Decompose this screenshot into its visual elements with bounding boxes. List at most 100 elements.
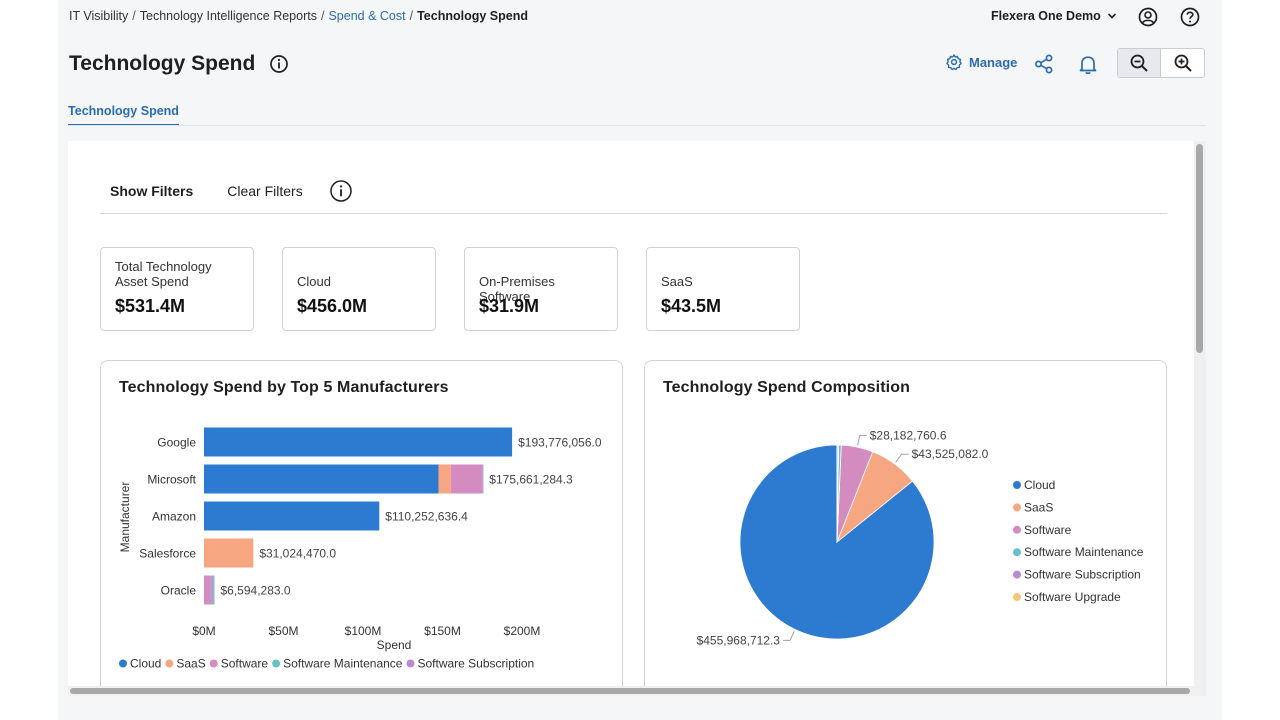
share-icon[interactable] <box>1033 53 1055 75</box>
breadcrumb-item-it-visibility[interactable]: IT Visibility <box>69 9 129 23</box>
legend-swatch <box>1013 503 1021 512</box>
x-tick-label: $100M <box>345 624 382 638</box>
user-circle-icon[interactable] <box>1137 6 1159 28</box>
x-axis-title: Spend <box>377 638 412 652</box>
tab-technology-spend[interactable]: Technology Spend <box>68 104 179 126</box>
bar-microsoft-software[interactable] <box>450 464 483 494</box>
kpi-card-on-premises-software[interactable]: On-Premises Software $31.9M <box>464 247 618 331</box>
bar-microsoft-software-subscription[interactable] <box>482 464 484 494</box>
legend-swatch <box>1013 548 1021 557</box>
legend-label: Software Upgrade <box>1024 590 1121 604</box>
data-label-oracle: $6,594,283.0 <box>220 584 290 598</box>
zoom-in-icon <box>1174 54 1192 72</box>
legend-item-software-maintenance[interactable]: Software Maintenance <box>1013 545 1144 559</box>
legend-swatch <box>1013 481 1021 489</box>
legend-swatch <box>165 659 174 668</box>
legend-swatch <box>1013 525 1021 534</box>
legend-item-software-subscription[interactable]: Software Subscription <box>406 657 534 671</box>
info-icon[interactable] <box>268 53 290 75</box>
bar-oracle-software[interactable] <box>204 575 212 605</box>
data-label-microsoft: $175,661,284.3 <box>489 473 573 487</box>
pie-data-label-saas: $43,525,082.0 <box>912 447 989 461</box>
bar-google-cloud[interactable] <box>204 427 513 457</box>
breadcrumb-item-spend-cost[interactable]: Spend & Cost <box>328 9 406 23</box>
bar-microsoft-saas[interactable] <box>438 464 451 494</box>
bar-oracle-software-subscription[interactable] <box>213 575 215 605</box>
breadcrumb-separator: / <box>409 9 414 23</box>
breadcrumb-item-current: Technology Spend <box>417 9 528 23</box>
legend-item-cloud[interactable]: Cloud <box>1013 478 1055 492</box>
pie-chart: $455,968,712.3 $43,525,082.0 $28,182,760.6… <box>697 428 1144 647</box>
x-tick-label: $0M <box>192 624 215 638</box>
legend-item-saas[interactable]: SaaS <box>1013 500 1053 514</box>
tab-divider <box>68 125 1206 126</box>
legend-swatch <box>1013 593 1021 601</box>
x-tick-label: $200M <box>504 624 541 638</box>
info-icon[interactable] <box>329 179 353 203</box>
manage-button[interactable]: Manage <box>945 53 1017 71</box>
legend-item-software[interactable]: Software <box>1013 523 1072 537</box>
legend-label: Software Maintenance <box>1024 545 1144 559</box>
bar-microsoft-software-maintenance[interactable] <box>482 464 483 494</box>
legend-label: Cloud <box>130 657 161 671</box>
zoom-out-button[interactable] <box>1118 49 1162 77</box>
bell-icon[interactable] <box>1077 53 1099 75</box>
y-axis-title: Manufacturer <box>118 482 132 553</box>
kpi-label: Total Technology Asset Spend <box>115 259 212 289</box>
data-label-google: $193,776,056.0 <box>518 436 602 450</box>
bar-amazon-cloud[interactable] <box>204 501 380 531</box>
legend-swatch <box>119 659 127 668</box>
bar-microsoft-cloud[interactable] <box>204 464 439 494</box>
legend-label: Cloud <box>1024 478 1055 492</box>
pie-leader-line <box>782 631 795 641</box>
x-tick-label: $50M <box>268 624 298 638</box>
show-filters-button[interactable]: Show Filters <box>110 183 194 199</box>
pie-data-label-software: $28,182,760.6 <box>870 428 947 442</box>
legend-swatch <box>1013 570 1021 579</box>
top-bar: IT Visibility / Technology Intelligence Re… <box>58 0 1222 34</box>
legend-swatch <box>209 659 218 668</box>
breadcrumb: IT Visibility / Technology Intelligence Re… <box>69 9 528 23</box>
kpi-value: $43.5M <box>661 296 722 316</box>
report-panel: Show Filters Clear Filters Total Technol… <box>68 141 1206 696</box>
kpi-card-cloud[interactable]: Cloud $456.0M <box>282 247 436 331</box>
gear-icon <box>946 54 962 71</box>
kpi-card-total-spend[interactable]: Total Technology Asset Spend $531.4M <box>100 247 254 331</box>
legend-item-saas[interactable]: SaaS <box>165 657 206 671</box>
legend-item-software-maintenance[interactable]: Software Maintenance <box>272 657 403 671</box>
zoom-out-icon <box>1130 54 1148 72</box>
legend-item-cloud[interactable]: Cloud <box>119 657 161 671</box>
bar-chart: Google $193,776,056.0 Microsoft $175,661,28… <box>118 427 602 671</box>
x-tick-label: $150M <box>424 624 461 638</box>
pie-leader-line <box>857 434 867 446</box>
chart-title: Technology Spend by Top 5 Manufacturers <box>119 379 449 396</box>
bar-salesforce-saas[interactable] <box>204 538 254 568</box>
vertical-scrollbar[interactable] <box>1196 144 1203 353</box>
chevron-down-icon <box>1107 13 1116 19</box>
chart-title: Technology Spend Composition <box>663 379 910 396</box>
legend-item-software-subscription[interactable]: Software Subscription <box>1013 568 1141 582</box>
legend-label: SaaS <box>176 657 205 671</box>
data-label-amazon: $110,252,636.4 <box>385 510 468 524</box>
app-shell: IT Visibility / Technology Intelligence Re… <box>58 0 1222 720</box>
breadcrumb-item-reports[interactable]: Technology Intelligence Reports <box>139 9 317 23</box>
bar-oracle-software-maintenance[interactable] <box>211 575 214 605</box>
category-label-salesforce: Salesforce <box>139 547 196 561</box>
chart-card-top-manufacturers: Technology Spend by Top 5 Manufacturers … <box>100 360 623 696</box>
legend-label: Software <box>221 657 269 671</box>
legend-label: SaaS <box>1024 500 1053 514</box>
clear-filters-button[interactable]: Clear Filters <box>227 183 303 199</box>
help-icon[interactable] <box>1179 6 1201 28</box>
breadcrumb-separator: / <box>132 9 136 23</box>
category-label-oracle: Oracle <box>161 584 197 598</box>
category-label-microsoft: Microsoft <box>147 473 196 487</box>
filter-bar: Show Filters Clear Filters <box>110 179 353 203</box>
zoom-in-button[interactable] <box>1161 49 1204 77</box>
org-selector[interactable]: Flexera One Demo <box>991 9 1117 23</box>
kpi-card-saas[interactable]: SaaS $43.5M <box>646 247 800 331</box>
manage-label: Manage <box>969 54 1018 70</box>
page-title: Technology Spend <box>69 52 256 75</box>
horizontal-scrollbar[interactable] <box>70 688 1190 694</box>
legend-item-software[interactable]: Software <box>209 657 269 671</box>
legend-item-software-upgrade[interactable]: Software Upgrade <box>1013 590 1121 604</box>
